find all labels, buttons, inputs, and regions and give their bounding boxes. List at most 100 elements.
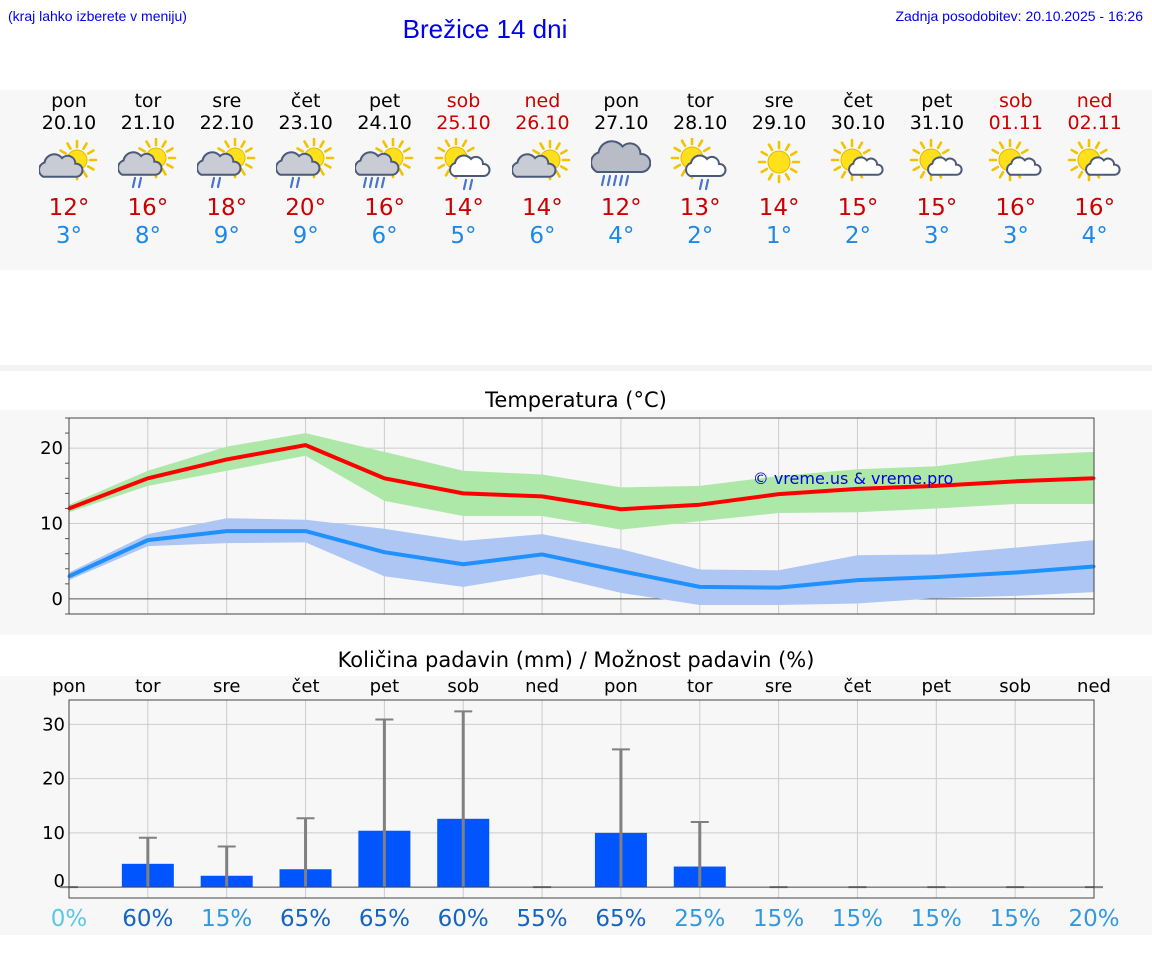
day-date: 24.10 <box>357 112 412 134</box>
min-temperature-point <box>461 562 465 566</box>
sun-cloud-rain-icon <box>434 138 490 191</box>
day-name: ned <box>524 90 561 112</box>
max-temperature: 12° <box>600 195 642 221</box>
y-tick-label: 0 <box>52 589 63 610</box>
y-tick-label: 20 <box>42 769 65 790</box>
max-temperature: 15° <box>916 195 958 221</box>
plot-area <box>69 700 1094 898</box>
max-temperature: 14° <box>758 195 800 221</box>
forecast-row: pon 20.10 12° 3° tor 21.10 16° 8° sre 22.10 18° 9° č… <box>0 90 1152 270</box>
day-name: tor <box>686 90 714 112</box>
sun-shape <box>372 138 413 179</box>
max-temperature-point <box>619 507 623 511</box>
location-hint: (kraj lahko izberete v meniju) <box>8 8 187 24</box>
precipitation-probability: 15% <box>201 906 252 932</box>
forecast-day: sob 01.11 16° 3° <box>976 90 1055 250</box>
cloud-shape <box>685 154 727 177</box>
partly-cloudy-rain-icon <box>117 138 177 189</box>
sun-icon <box>757 140 801 184</box>
forecast-day: ned 02.11 16° 4° <box>1055 90 1134 250</box>
y-tick-label: 0 <box>54 871 65 892</box>
max-temperature-point <box>855 487 859 491</box>
max-temperature-range <box>69 433 1094 530</box>
rain-shape <box>462 178 473 191</box>
y-tick-label: 10 <box>42 823 65 844</box>
day-label: ned <box>1077 676 1111 697</box>
day-name: sre <box>764 90 794 112</box>
sun-shape <box>757 140 801 184</box>
precipitation-probability: 15% <box>753 906 804 932</box>
partly-cloudy-icon <box>39 139 98 181</box>
precipitation-probability: 65% <box>280 906 331 932</box>
day-date: 25.10 <box>436 112 491 134</box>
min-temperature-point <box>855 578 859 582</box>
day-date: 21.10 <box>120 112 176 134</box>
cloud-shape <box>512 153 557 178</box>
min-temperature-point <box>934 575 938 579</box>
min-temperature-point <box>146 538 150 542</box>
min-temperature: 9° <box>292 223 319 249</box>
day-date: 31.10 <box>909 112 965 134</box>
forecast-day: sre 22.10 18° 9° <box>187 90 266 250</box>
y-tick-label: 10 <box>40 514 63 535</box>
partly-cloudy-icon <box>512 139 571 181</box>
day-label: ned <box>525 676 559 697</box>
sun-small-cloud-icon <box>1067 138 1121 182</box>
day-label: sre <box>213 676 240 697</box>
min-temperature: 8° <box>134 223 161 249</box>
precipitation-probability: 65% <box>359 906 410 932</box>
day-date: 29.10 <box>751 112 807 134</box>
precipitation-title: Količina padavin (mm) / Možnost padavin … <box>337 648 815 672</box>
min-temperature: 1° <box>766 223 793 249</box>
max-temperature-point <box>304 443 308 447</box>
day-label: pon <box>604 676 638 697</box>
cloud-shape <box>848 156 884 176</box>
cloud-shape <box>1084 156 1121 176</box>
cloud-shape <box>117 151 163 176</box>
min-temperature: 9° <box>213 223 240 249</box>
max-temperature-point <box>382 476 386 480</box>
precipitation-probability: 15% <box>990 906 1041 932</box>
day-label: tor <box>135 676 161 697</box>
forecast-day: čet 23.10 20° 9° <box>266 90 345 250</box>
forecast-day: sre 29.10 14° 1° <box>740 90 819 250</box>
min-temperature: 4° <box>608 223 635 249</box>
rain-shape <box>131 176 142 189</box>
day-date: 20.10 <box>41 112 97 134</box>
max-temperature: 14° <box>522 195 563 221</box>
forecast-day: pet 24.10 16° 6° <box>345 90 424 250</box>
day-name: pet <box>368 90 401 112</box>
rain-shape <box>362 176 385 189</box>
min-temperature-line <box>68 529 1095 590</box>
precipitation-probability: 25% <box>674 906 725 932</box>
last-updated: Zadnja posodobitev: 20.10.2025 - 16:26 <box>895 8 1143 24</box>
day-name: tor <box>134 90 162 112</box>
sun-small-cloud-icon <box>909 138 963 182</box>
min-temperature-point <box>304 529 308 533</box>
cloud-shape <box>39 153 84 178</box>
day-label: pet <box>922 676 952 697</box>
sun-small-cloud-icon <box>830 138 884 182</box>
max-temperature-point <box>540 494 544 498</box>
max-temperature: 14° <box>443 195 484 221</box>
day-label: tor <box>687 676 713 697</box>
watermark: © vreme.us & vreme.pro <box>753 469 954 488</box>
min-temperature: 5° <box>450 223 477 249</box>
sun-small-cloud-icon <box>988 138 1042 182</box>
cloud-shape <box>275 151 321 176</box>
cloud-shape <box>591 140 652 173</box>
day-date: 26.10 <box>515 112 570 134</box>
sun-cloud-rain-icon <box>670 138 727 191</box>
precipitation-chart: pon tor sre čet pet sob ned pon tor sre čet pet sob n… <box>42 676 1119 932</box>
cloud-shape <box>926 156 963 176</box>
day-label: sre <box>765 676 792 697</box>
day-date: 23.10 <box>278 112 333 134</box>
day-label: čet <box>292 676 320 697</box>
min-temperature: 2° <box>687 223 714 249</box>
min-temperature: 3° <box>923 223 950 249</box>
day-label: sob <box>447 676 479 697</box>
temperature-title: Temperatura (°C) <box>485 388 667 412</box>
day-name: sob <box>999 90 1033 112</box>
plot-frame <box>68 699 1095 899</box>
partly-cloudy-rain-icon <box>196 138 256 189</box>
